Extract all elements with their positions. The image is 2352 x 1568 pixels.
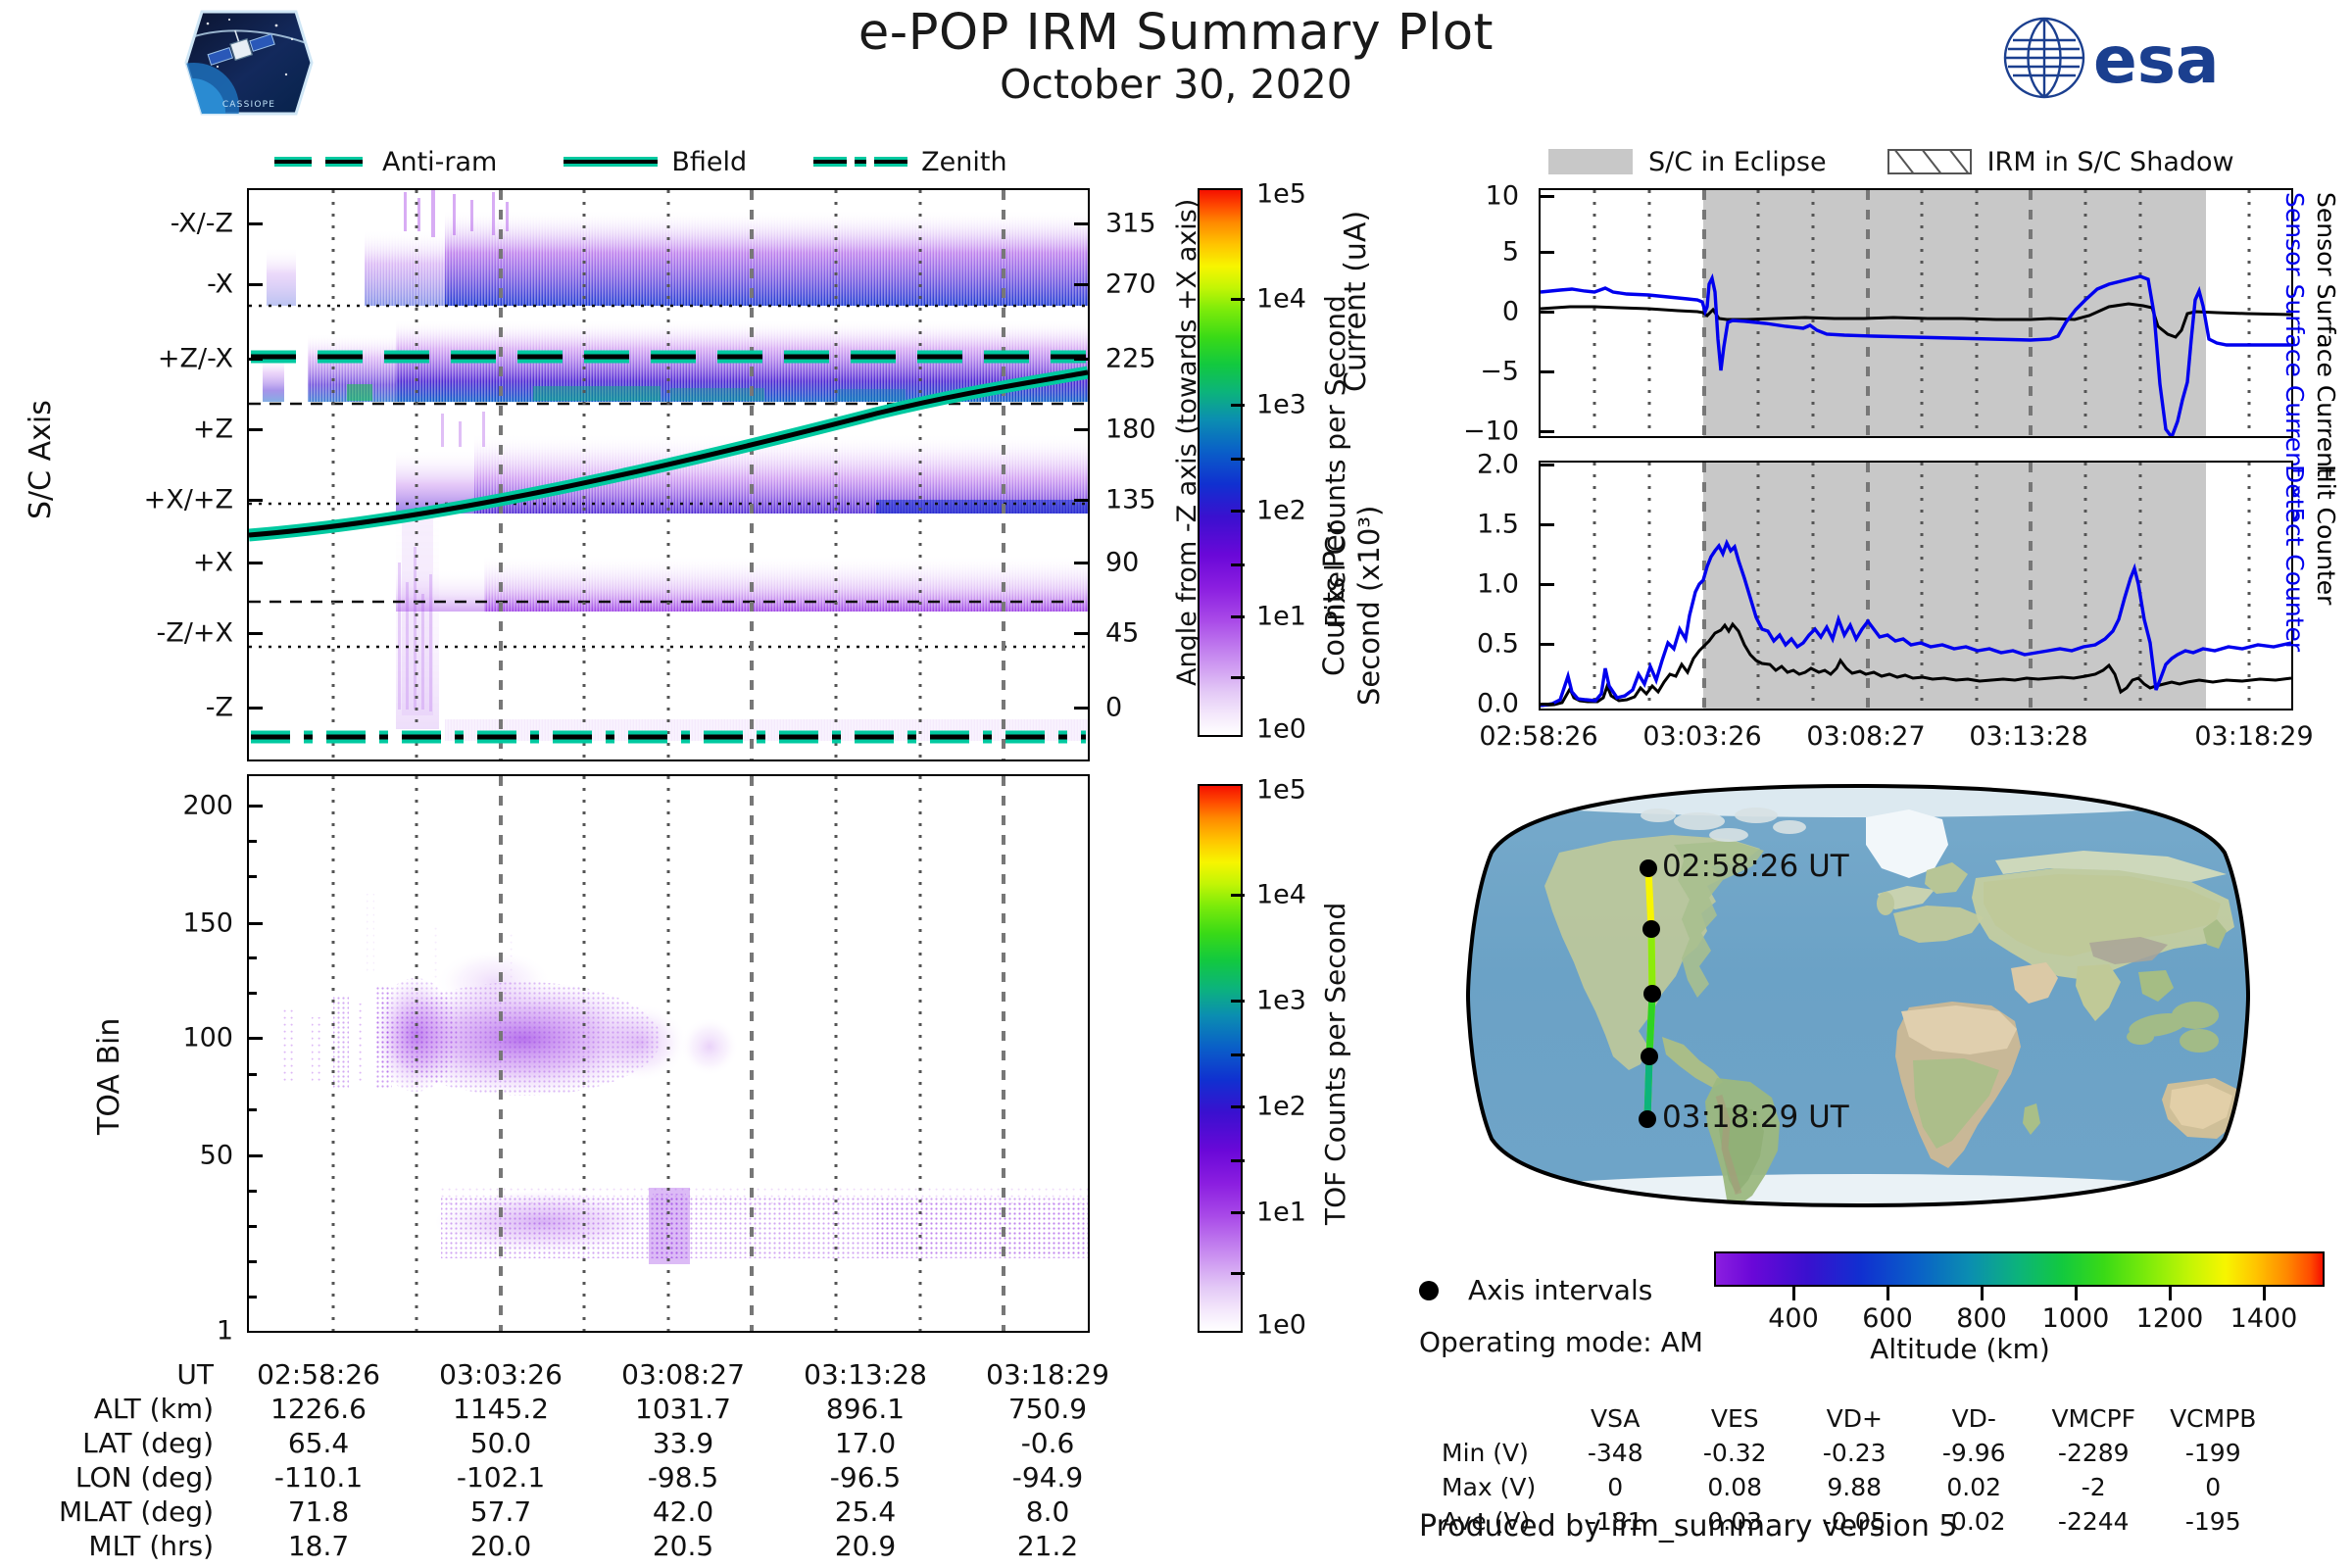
col-header: VSA xyxy=(1590,1404,1641,1433)
right-panel-legend: S/C in Eclipse IRM in S/C Shadow xyxy=(1548,145,2313,178)
gray-fill-swatch-icon xyxy=(1548,149,1633,174)
tof-counts-colorbar xyxy=(1198,784,1243,1333)
panel-toa-bin xyxy=(247,774,1090,1333)
axis-intervals-legend: Axis intervals xyxy=(1419,1274,1652,1306)
legend-item-bfield: Bfield xyxy=(564,147,747,177)
dash-dot-line-icon xyxy=(813,151,908,172)
altitude-colorbar xyxy=(1714,1251,2325,1287)
table-row: MLAT (deg) 71.8 57.7 42.0 25.4 8.0 xyxy=(59,1495,1070,1528)
produced-by-label: Produced by irm_summary version 5 xyxy=(1419,1509,1958,1544)
panel3-right-label-black: Sensor Surface Current xyxy=(2312,192,2340,477)
legend-item-anti-ram: Anti-ram xyxy=(274,147,497,177)
spectrogram-legend: Anti-ram Bfield Zenith xyxy=(274,145,1019,178)
table-row: Max (V) 0 0.08 9.88 0.02 -2 0 xyxy=(1442,1473,2222,1501)
dot-marker-icon xyxy=(1419,1280,1439,1300)
toa-scatter-canvas xyxy=(282,776,1088,1331)
solid-line-icon xyxy=(564,151,659,172)
page-title: e-POP IRM Summary Plot xyxy=(858,4,1494,62)
panel4-yaxis-title-line1: Counts Per xyxy=(1317,522,1350,676)
panel-current xyxy=(1539,188,2293,438)
esa-logo-icon: esa xyxy=(2003,17,2220,99)
table-row: LAT (deg) 65.4 50.0 33.9 17.0 -0.6 xyxy=(82,1427,1075,1459)
legend-item-zenith: Zenith xyxy=(813,146,1007,177)
track-end-label: 03:18:29 UT xyxy=(1662,1100,1849,1135)
legend-item-eclipse: S/C in Eclipse xyxy=(1548,147,1827,177)
legend-label-eclipse: S/C in Eclipse xyxy=(1648,146,1827,177)
table-header-row: VSA VES VD+ VD- VMCPF VCMPB xyxy=(1441,1401,2273,1436)
table-row: ALT (km) 1226.6 1145.2 1031.7 896.1 750.… xyxy=(93,1393,1088,1425)
col-header: VMCPF xyxy=(2051,1404,2136,1433)
table-row: Ave (V) -181 0.03 -0.05 -0.02 -2244 -195 xyxy=(1442,1507,2241,1536)
track-marker xyxy=(1641,1048,1658,1065)
hatched-swatch-icon xyxy=(1886,149,1972,174)
track-start-label: 02:58:26 UT xyxy=(1662,849,1849,884)
track-marker-end xyxy=(1639,1110,1656,1128)
esa-wordmark: esa xyxy=(2093,23,2220,98)
legend-label-bfield: Bfield xyxy=(671,146,748,177)
col-header: VD- xyxy=(1951,1404,1996,1433)
patch-label: CASSIOPE xyxy=(222,100,275,110)
panel3-yaxis-title: Current (uA) xyxy=(1339,210,1373,392)
track-marker xyxy=(1643,985,1661,1003)
legend-item-shadow: IRM in S/C Shadow xyxy=(1886,146,2234,177)
panel4-right-label-blue: Detect Counter xyxy=(2280,465,2309,653)
panel2-yaxis-title: TOA Bin xyxy=(92,1017,126,1135)
legend-label-zenith: Zenith xyxy=(921,146,1007,177)
spectrogram-canvas xyxy=(249,190,1088,760)
track-marker xyxy=(1642,920,1660,938)
track-marker-start xyxy=(1640,859,1657,877)
table-row: LON (deg) -110.1 -102.1 -98.5 -96.5 -94.… xyxy=(74,1461,1084,1494)
operating-mode-label: Operating mode: AM xyxy=(1419,1326,1703,1358)
tof-colorbar-title: TOF Counts per Second xyxy=(1319,902,1351,1225)
table-row: MLT (hrs) 18.7 20.0 20.5 20.9 21.2 xyxy=(88,1530,1079,1562)
table-row: Min (V) -348 -0.32 -0.23 -9.96 -2289 -19… xyxy=(1442,1439,2241,1467)
ground-track-map: 02:58:26 UT 03:18:29 UT xyxy=(1465,783,2251,1208)
panel1-yaxis-title: S/C Axis xyxy=(24,400,58,519)
panel-counts xyxy=(1539,461,2293,710)
panel4-yaxis-title-line2: Second (x10³) xyxy=(1352,505,1386,706)
ephemeris-table: UT 02:58:26 03:03:26 03:08:27 03:13:28 0… xyxy=(59,1357,1139,1563)
legend-label-anti-ram: Anti-ram xyxy=(382,146,498,177)
current-plot-canvas xyxy=(1541,190,2291,436)
table-row: UT 02:58:26 03:03:26 03:08:27 03:13:28 0… xyxy=(176,1358,1109,1391)
col-header: VD+ xyxy=(1826,1404,1883,1433)
col-header: VCMPB xyxy=(2170,1404,2257,1433)
col-header: VES xyxy=(1710,1404,1759,1433)
page-subtitle: October 30, 2020 xyxy=(1000,61,1352,108)
dashed-line-icon xyxy=(274,151,368,172)
panel4-right-label-black: Hit Counter xyxy=(2312,465,2340,606)
cassiope-mission-patch-icon: CASSIOPE xyxy=(184,10,314,116)
voltage-summary-table: VSA VES VD+ VD- VMCPF VCMPB Min (V) -348… xyxy=(1441,1401,2273,1539)
altitude-colorbar-title: Altitude (km) xyxy=(1870,1333,2050,1365)
panel-sc-axis-spectrogram xyxy=(247,188,1090,761)
axis-intervals-label: Axis intervals xyxy=(1468,1274,1653,1306)
legend-label-shadow: IRM in S/C Shadow xyxy=(1986,146,2234,177)
counts-plot-canvas xyxy=(1541,463,2291,709)
pixel-counts-colorbar xyxy=(1198,188,1243,737)
map-canvas xyxy=(1465,783,2251,1208)
